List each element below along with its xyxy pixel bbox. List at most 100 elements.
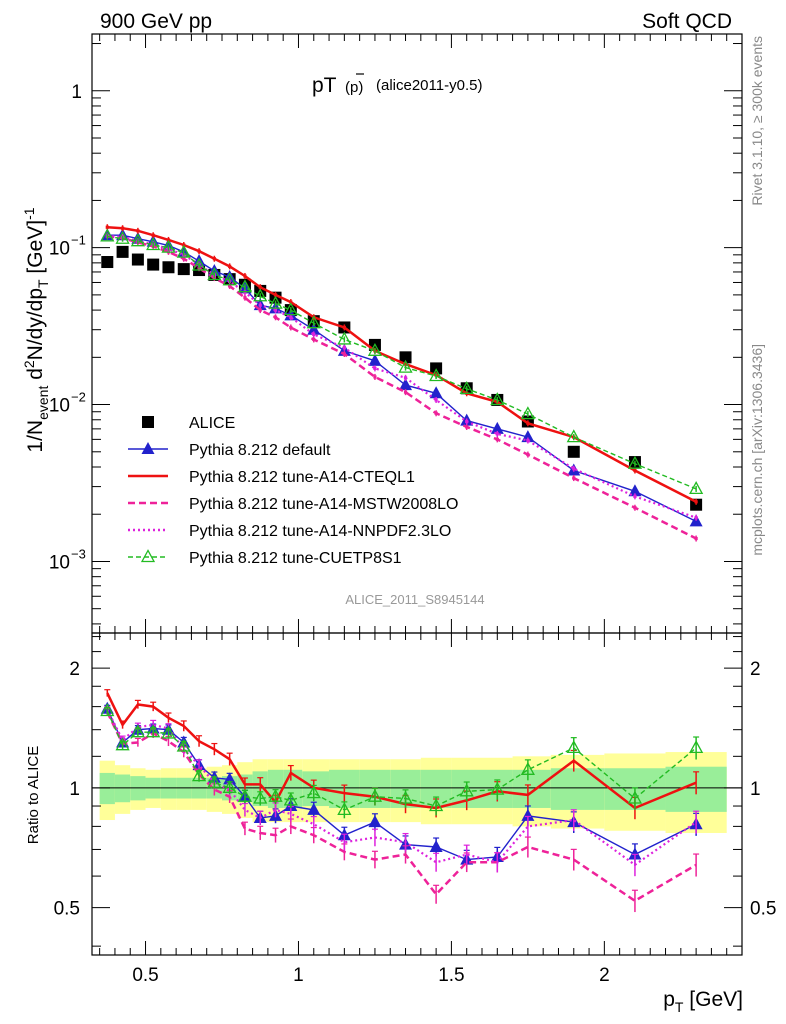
ratio-series-marker (459, 783, 474, 797)
top-series-marker (136, 229, 140, 233)
legend-swatch (142, 416, 154, 428)
top-series-marker (268, 295, 283, 309)
top-series-marker (459, 380, 474, 394)
ratio-series-marker (398, 790, 413, 804)
top-series-marker (191, 257, 207, 271)
ratio-band-inner (114, 774, 131, 803)
top-series-marker (367, 342, 383, 356)
y-axis-title-bottom: Ratio to ALICE (25, 746, 42, 844)
top-series-marker (429, 386, 443, 399)
alice-data-point (162, 261, 175, 274)
ratio-band-inner (99, 772, 115, 805)
ratio-series-marker (368, 815, 382, 828)
top-series-marker (490, 421, 504, 434)
ratio-series-marker (191, 768, 207, 782)
legend-entry: ALICE (142, 415, 235, 432)
top-series-marker (342, 346, 346, 350)
top-series-marker (312, 332, 316, 337)
legend-entry: Pythia 8.212 tune-A14-CTEQL1 (128, 469, 415, 486)
title-sub: (p) (345, 79, 363, 96)
top-series-line (107, 234, 697, 519)
top-series-marker (572, 476, 576, 480)
alice-data-point (567, 445, 580, 458)
top-series-marker (373, 375, 377, 379)
legend-label: Pythia 8.212 default (189, 442, 331, 459)
analysis-watermark: ALICE_2011_S8945144 (345, 592, 484, 607)
top-series-marker (258, 303, 262, 307)
top-series-marker (151, 233, 155, 237)
top-series-marker (526, 452, 530, 457)
ratio-series-marker (429, 798, 444, 812)
top-series-marker (403, 362, 408, 366)
top-series-marker (434, 398, 438, 402)
top-series-marker (429, 368, 444, 382)
legend-marker (140, 549, 156, 563)
legend-label: Pythia 8.212 tune-CUETP8S1 (189, 550, 402, 567)
top-series-marker (342, 352, 346, 356)
top-series-marker (258, 285, 262, 289)
ratio-series-marker (337, 802, 352, 816)
top-series-marker (403, 390, 408, 394)
top-series-marker (182, 257, 186, 261)
y-ratio-tick-label-right: 0.5 (750, 899, 776, 920)
alice-data-point (116, 245, 129, 258)
top-series-marker (161, 239, 176, 253)
top-series-marker (283, 302, 298, 316)
top-series-marker (212, 257, 216, 261)
top-series-marker (465, 419, 469, 424)
top-series-marker (289, 300, 293, 304)
top-series-line (107, 235, 697, 540)
top-series-marker (566, 429, 581, 443)
ratio-series-marker (223, 772, 237, 785)
legend-entry: Pythia 8.212 tune-A14-NNPDF2.3LO (128, 523, 451, 540)
ratio-series-marker (130, 724, 145, 738)
top-series-marker (273, 315, 278, 319)
top-series-marker (694, 516, 698, 520)
alice-data-point (131, 253, 144, 266)
y-axis-title-top: 1/Nevent d2N/dy/dpT [GeV]-1 (21, 207, 51, 452)
top-series-marker (130, 233, 145, 247)
y-top-tick-label: 10 (49, 396, 70, 417)
legend-label: Pythia 8.212 tune-A14-MSTW2008LO (189, 496, 458, 513)
top-series-marker (337, 331, 352, 345)
top-series-marker (228, 264, 232, 268)
legend-entry: Pythia 8.212 tune-CUETP8S1 (128, 549, 402, 567)
ratio-series-layer (100, 689, 704, 913)
x-tick-label: 1 (293, 965, 304, 986)
legend: ALICE Pythia 8.212 default Pythia 8.212 tu… (128, 415, 458, 567)
y-ratio-tick-label: 1 (69, 779, 80, 800)
ratio-series-marker (367, 788, 383, 802)
top-series-marker (228, 284, 232, 288)
top-series-marker (399, 378, 413, 391)
top-series-marker (312, 337, 316, 342)
top-series-marker (115, 230, 130, 244)
alice-data-point (101, 256, 114, 269)
y-ratio-tick-label: 2 (69, 659, 80, 680)
top-series-marker (253, 288, 268, 302)
top-series-marker (403, 376, 408, 380)
top-series-marker (434, 411, 438, 415)
top-series-marker (289, 325, 293, 330)
top-series-marker (572, 467, 576, 471)
ratio-bands-layer (92, 752, 742, 833)
ratio-series-marker (146, 724, 161, 738)
top-series-marker (306, 315, 321, 329)
top-panel-frame (91, 33, 743, 634)
top-series-marker (120, 226, 125, 230)
top-series-marker (633, 494, 637, 498)
top-series-marker (465, 425, 469, 429)
ratio-series-marker (253, 790, 268, 804)
top-series-marker (368, 353, 382, 366)
top-series-marker (495, 432, 499, 436)
y-top-tick-exponent: −2 (71, 390, 86, 405)
top-series-line (107, 225, 697, 503)
legend-label: ALICE (189, 415, 235, 432)
ratio-series-marker (306, 785, 321, 799)
ratio-series-marker (566, 740, 581, 754)
ratio-series-marker (222, 779, 237, 793)
top-series-layer (100, 224, 704, 542)
top-series-marker (398, 359, 413, 373)
legend-label: Pythia 8.212 tune-A14-CTEQL1 (189, 469, 415, 486)
ratio-series-marker (115, 737, 130, 751)
